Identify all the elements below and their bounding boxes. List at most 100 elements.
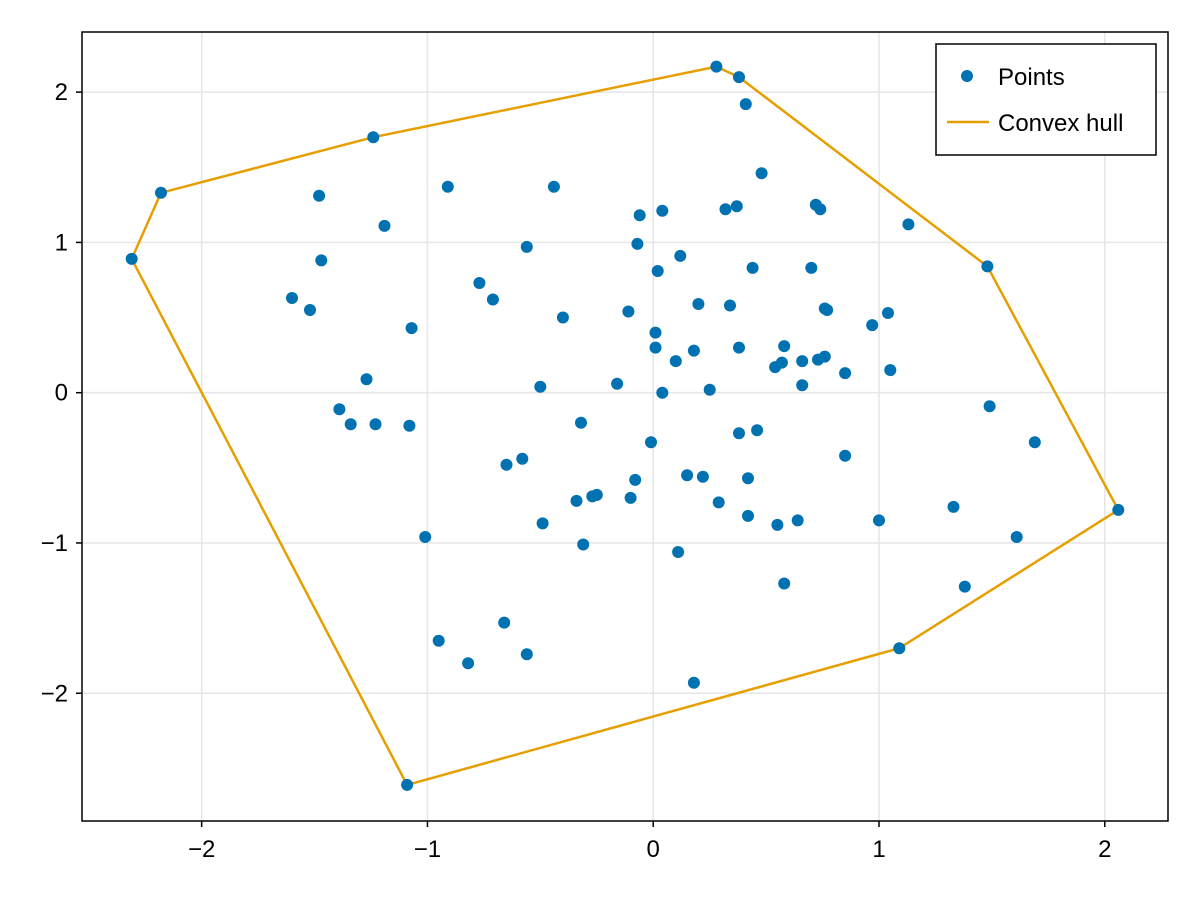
x-tick-label: 1 bbox=[872, 836, 885, 863]
data-point bbox=[315, 254, 328, 267]
data-point bbox=[536, 517, 549, 530]
data-point bbox=[403, 419, 416, 432]
data-point bbox=[304, 304, 316, 316]
data-point bbox=[692, 298, 705, 310]
data-point bbox=[520, 648, 533, 661]
data-point bbox=[1010, 531, 1023, 543]
legend-hull-label: Convex hull bbox=[998, 110, 1123, 137]
y-axis: −2 −1 0 1 2 bbox=[41, 79, 82, 707]
data-point bbox=[742, 472, 754, 485]
data-point bbox=[769, 361, 782, 374]
data-point bbox=[333, 403, 346, 416]
points-series bbox=[125, 60, 1125, 791]
hull-series bbox=[130, 65, 1120, 787]
data-point bbox=[947, 500, 960, 513]
data-point bbox=[733, 427, 745, 440]
data-point bbox=[719, 203, 732, 216]
x-tick-label: −1 bbox=[414, 836, 441, 863]
data-point bbox=[649, 326, 662, 339]
x-tick-label: −2 bbox=[188, 836, 215, 863]
data-point bbox=[419, 531, 432, 543]
x-tick-label: 2 bbox=[1098, 836, 1111, 863]
data-point bbox=[983, 400, 996, 413]
data-point bbox=[629, 473, 642, 486]
data-point bbox=[586, 490, 599, 503]
data-point bbox=[778, 577, 791, 590]
data-point bbox=[669, 355, 682, 368]
y-tick-label: 2 bbox=[55, 79, 68, 106]
data-point bbox=[739, 98, 752, 111]
data-point bbox=[674, 249, 687, 262]
data-point bbox=[755, 167, 768, 180]
data-point bbox=[547, 180, 560, 193]
data-point bbox=[733, 71, 745, 84]
y-tick-label: 1 bbox=[55, 229, 68, 256]
data-point bbox=[814, 203, 827, 216]
data-point bbox=[624, 491, 637, 504]
legend-points-label: Points bbox=[998, 64, 1065, 91]
data-point bbox=[839, 367, 852, 380]
data-point bbox=[575, 416, 587, 429]
data-point bbox=[1112, 503, 1125, 516]
data-point bbox=[631, 237, 644, 250]
data-point bbox=[873, 514, 885, 527]
data-point bbox=[369, 418, 382, 431]
data-point bbox=[866, 319, 879, 332]
data-point bbox=[696, 470, 709, 483]
data-point bbox=[805, 261, 818, 274]
data-point bbox=[500, 458, 513, 471]
data-point bbox=[401, 778, 414, 791]
data-point bbox=[656, 386, 669, 399]
x-axis: −2 −1 0 1 2 bbox=[188, 821, 1111, 863]
plot-frame bbox=[81, 31, 1169, 822]
data-point bbox=[651, 265, 664, 277]
legend-points-marker bbox=[961, 70, 973, 82]
data-point bbox=[378, 219, 391, 232]
data-point bbox=[733, 341, 745, 354]
data-point bbox=[633, 209, 646, 222]
data-point bbox=[611, 377, 624, 390]
data-point bbox=[498, 616, 511, 629]
data-point bbox=[432, 634, 445, 647]
data-point bbox=[344, 418, 357, 431]
y-tick-label: −2 bbox=[41, 680, 68, 707]
data-point bbox=[1028, 436, 1041, 449]
data-point bbox=[360, 373, 373, 386]
legend-box bbox=[935, 43, 1157, 156]
data-point bbox=[441, 180, 454, 193]
data-point bbox=[746, 261, 759, 274]
data-point bbox=[839, 449, 852, 462]
data-point bbox=[902, 218, 915, 231]
data-point bbox=[649, 341, 662, 354]
data-point bbox=[687, 344, 700, 357]
data-point bbox=[893, 642, 906, 655]
data-point bbox=[516, 452, 529, 465]
data-point bbox=[771, 518, 784, 531]
legend: Points Convex hull bbox=[935, 43, 1157, 156]
data-point bbox=[473, 277, 486, 289]
x-tick-label: 0 bbox=[647, 836, 660, 863]
data-point bbox=[751, 424, 764, 437]
data-point bbox=[724, 299, 736, 312]
data-point bbox=[882, 307, 894, 319]
data-point bbox=[286, 292, 298, 304]
data-point bbox=[796, 379, 809, 392]
data-point bbox=[125, 252, 138, 265]
data-point bbox=[687, 676, 700, 689]
data-point bbox=[796, 355, 809, 368]
data-point bbox=[462, 657, 475, 670]
data-point bbox=[712, 496, 725, 509]
data-point bbox=[486, 293, 499, 306]
data-point bbox=[313, 189, 326, 202]
data-point bbox=[556, 311, 569, 324]
data-point bbox=[645, 436, 657, 449]
data-point bbox=[812, 353, 824, 366]
data-point bbox=[778, 340, 791, 353]
data-point bbox=[405, 322, 418, 335]
data-point bbox=[570, 494, 583, 507]
data-point bbox=[742, 509, 754, 522]
data-point bbox=[520, 240, 533, 253]
data-point bbox=[884, 364, 897, 377]
data-point bbox=[958, 580, 971, 593]
